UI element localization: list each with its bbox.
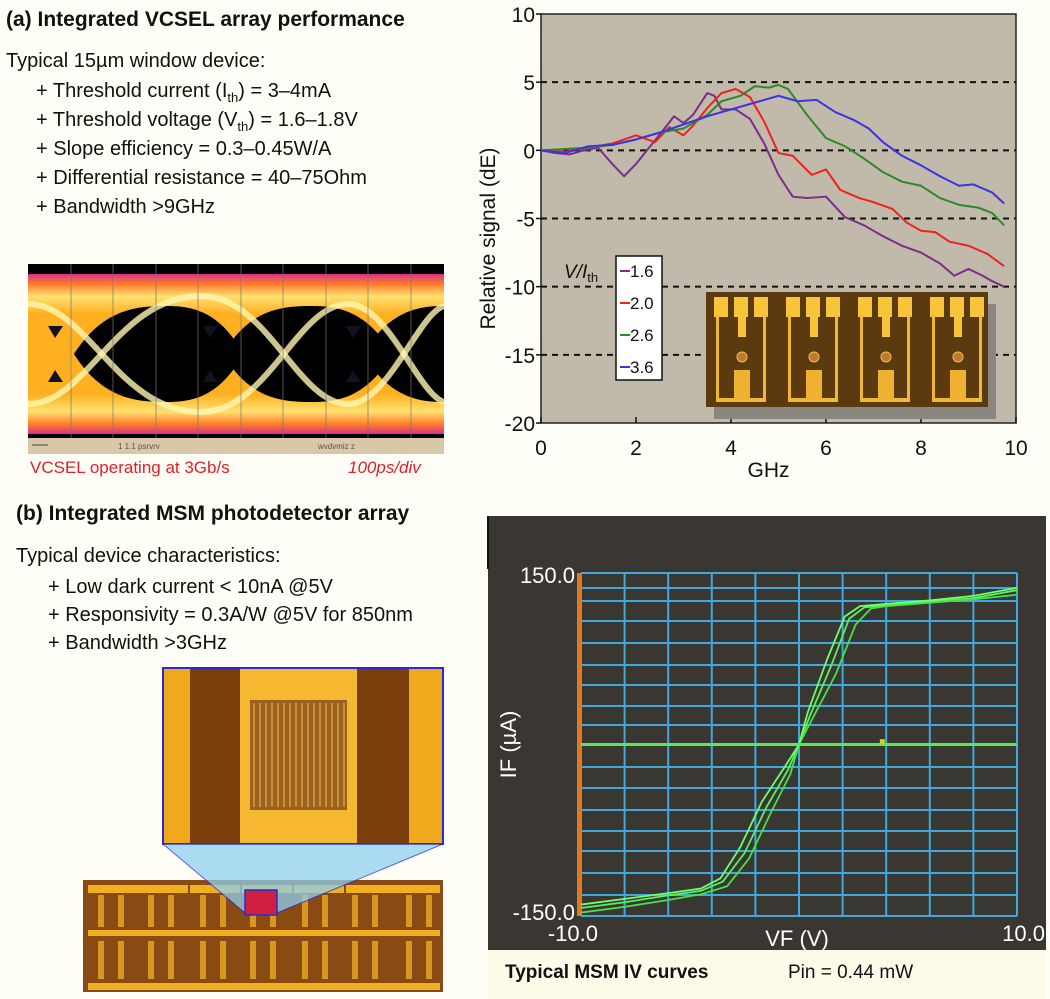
- panel-a-intro: Typical 15µm window device:: [6, 50, 266, 72]
- panel-a-bullet: + Slope efficiency = 0.3–0.45W/A: [36, 138, 332, 160]
- iv-caption: Typical MSM IV curves: [505, 962, 709, 983]
- y-tick-label: 5: [523, 72, 535, 95]
- y-tick-label: 10: [512, 4, 535, 27]
- x-max-label: 10.0: [1002, 921, 1045, 946]
- legend-label: 2.0: [630, 294, 654, 313]
- x-tick-label: 10: [1004, 437, 1027, 460]
- y-axis-label: IF (µA): [496, 711, 521, 779]
- x-tick-label: 0: [535, 437, 547, 460]
- eye-status-right: wvdvmiz z: [317, 442, 355, 451]
- y-tick-label: -15: [505, 345, 535, 368]
- y-tick-label: -20: [505, 413, 535, 436]
- panel-b-bullet: + Bandwidth >3GHz: [48, 632, 227, 654]
- panel-b-bullet: + Responsivity = 0.3A/W @5V for 850nm: [48, 604, 413, 626]
- x-axis-label: GHz: [748, 459, 790, 482]
- panel-a-bullet: + Threshold current (Ith) = 3–4mA: [36, 80, 332, 105]
- y-tick-label: -10: [505, 277, 535, 300]
- y-max-label: 150.0: [520, 563, 575, 588]
- vcsel-array-photo: [706, 292, 996, 419]
- series-line-1.6: [540, 92, 1005, 288]
- cursor-marker: [879, 739, 885, 745]
- caption-strip: [488, 950, 1046, 999]
- panel-b-bullet: + Low dark current < 10nA @5V: [48, 576, 333, 598]
- series-line-2.0: [540, 87, 1005, 268]
- legend-label: 3.6: [630, 358, 654, 377]
- x-tick-label: 4: [725, 437, 737, 460]
- legend-label: 2.6: [630, 326, 654, 345]
- iv-curve-chart: 150.0 -150.0-10.0 10.0 VF (V) IF (µA): [487, 516, 1046, 999]
- eye-caption-right: 100ps/div: [348, 458, 421, 477]
- panel-a-bullet: + Bandwidth >9GHz: [36, 196, 215, 218]
- x-tick-label: 6: [820, 437, 832, 460]
- eye-grid: [70, 264, 412, 439]
- x-tick-label: 8: [915, 437, 927, 460]
- eye-opening-1: [73, 306, 244, 402]
- y-min-label: -150.0: [513, 900, 575, 925]
- panel-a-heading: (a) Integrated VCSEL array performance: [6, 8, 405, 31]
- panel-a-bullet: + Threshold voltage (Vth) = 1.6–1.8V: [36, 109, 358, 134]
- legend-label: 1.6: [630, 262, 654, 281]
- eye-diagram-graphic: 1 1.1 psrvrv wvdvmiz z: [27, 264, 446, 454]
- panel-b-heading: (b) Integrated MSM photodetector array: [16, 502, 410, 525]
- eye-diagram: 1 1.1 psrvrv wvdvmiz z: [27, 264, 446, 454]
- msm-photo: [83, 667, 444, 992]
- x-axis-label: VF (V): [765, 926, 829, 951]
- legend: V/Ith 1.62.02.63.6: [564, 255, 663, 381]
- eye-caption-left: VCSEL operating at 3Gb/s: [30, 458, 230, 477]
- x-tick-label: 2: [630, 437, 642, 460]
- eye-status-left: 1 1.1 psrvrv: [118, 442, 160, 451]
- eye-status-bar: [28, 438, 444, 454]
- panel-b-intro: Typical device characteristics:: [16, 545, 281, 567]
- series-line-3.6: [540, 94, 1005, 205]
- selected-detector-highlight: [244, 889, 278, 916]
- y-tick-label: 0: [523, 140, 535, 163]
- msm-magnified-view: [162, 667, 444, 845]
- y-axis-label: Relative signal (dE): [477, 147, 500, 329]
- y-axis-bar: [577, 573, 582, 916]
- panel-a-bullet: + Differential resistance = 40–75Ohm: [36, 167, 367, 189]
- x-min-label: -10.0: [548, 921, 598, 946]
- legend-box: [615, 255, 663, 381]
- iv-pin-label: Pin = 0.44 mW: [788, 962, 914, 983]
- y-tick-label: -5: [516, 209, 535, 232]
